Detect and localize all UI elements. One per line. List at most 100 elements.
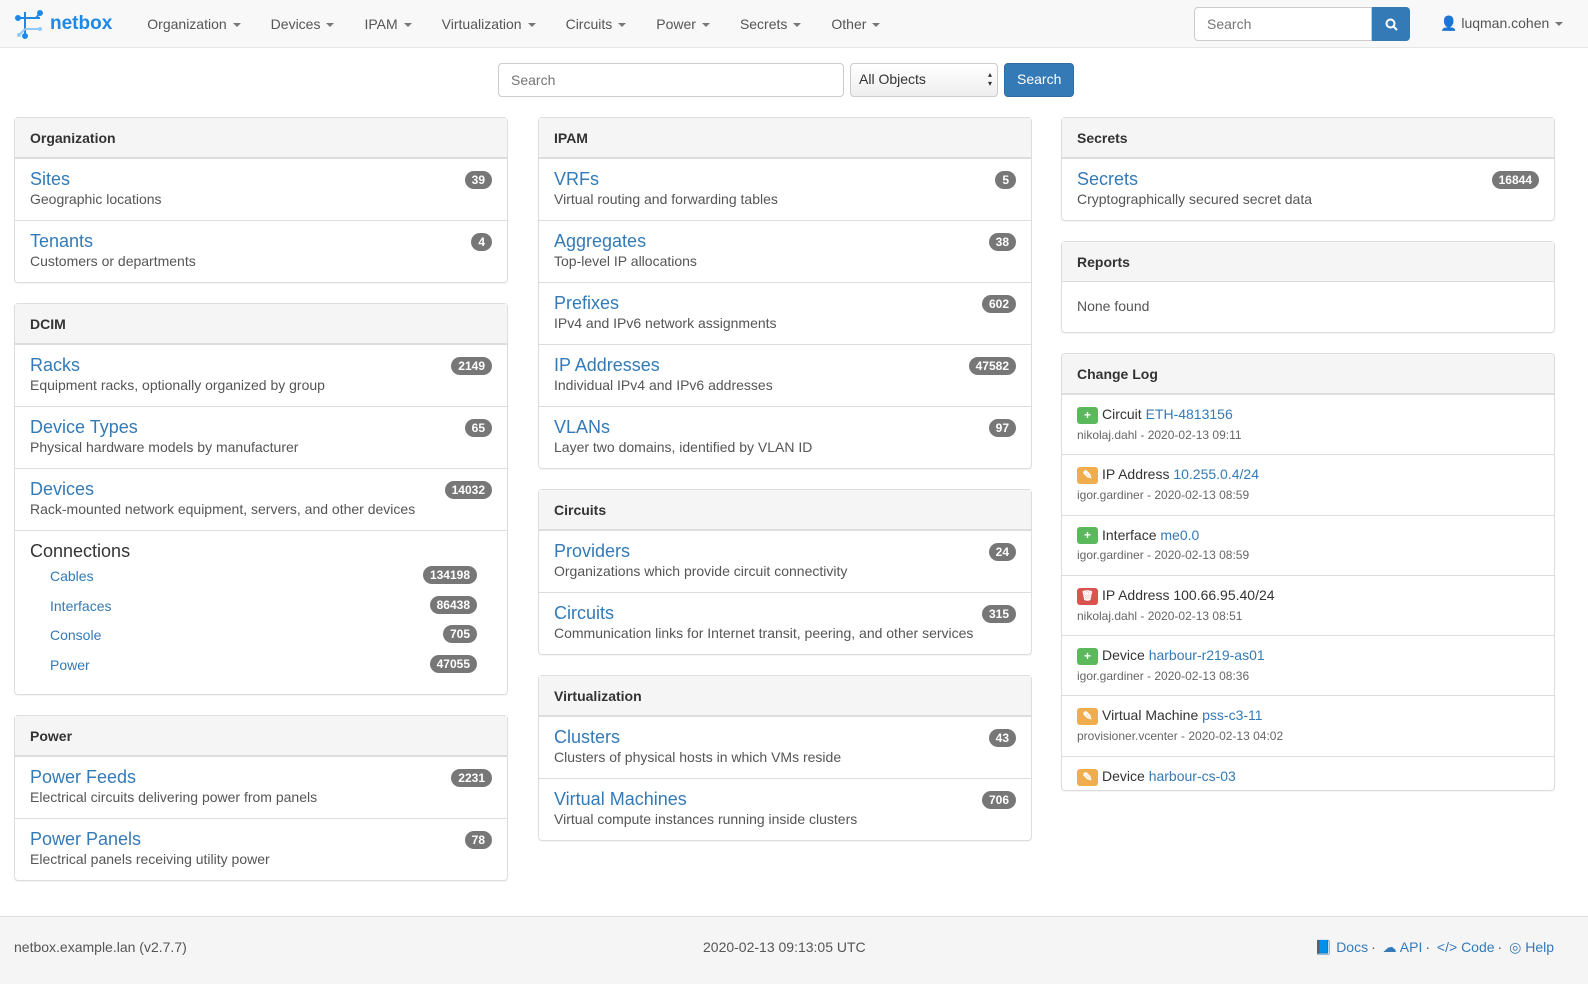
object-name[interactable]: ETH-4813156: [1145, 406, 1233, 422]
delete-icon: 🗑: [1077, 587, 1098, 605]
list-item-circuits: Circuits Communication links for Internet…: [539, 592, 1031, 654]
changelog-entry: + Device harbour-r219-as01 igor.gardiner -…: [1062, 635, 1554, 695]
list-item-providers: Providers Organizations which provide cir…: [539, 530, 1031, 592]
count-badge: 706: [981, 791, 1016, 809]
object-type-select[interactable]: All Objects: [850, 63, 998, 97]
connection-item-interfaces: Interfaces 86438: [30, 595, 492, 626]
item-link[interactable]: Device Types: [30, 417, 138, 437]
count-badge: 315: [981, 605, 1016, 623]
object-name[interactable]: harbour-r219-as01: [1148, 647, 1265, 664]
count-badge: 2149: [451, 357, 492, 375]
menu-devices[interactable]: Devices: [256, 16, 350, 32]
connection-item-cables: Cables 134198: [30, 566, 492, 596]
menu-ipam[interactable]: IPAM: [349, 16, 426, 32]
changelog-title: 🗑 IP Address 100.66.95.40/24: [1077, 587, 1539, 605]
footer-links: 📘 Docs · ☁ API · </> Code · ◎ Help: [1314, 939, 1554, 955]
changelog-meta: igor.gardiner - 2020-02-13 08:36: [1077, 668, 1250, 683]
item-description: Electrical circuits delivering power fro…: [30, 789, 318, 805]
update-icon: ✎: [1077, 467, 1098, 485]
menu-circuits[interactable]: Circuits: [551, 16, 642, 32]
footer-docs-link[interactable]: 📘 Docs: [1314, 939, 1369, 955]
nav-search-input[interactable]: [1194, 7, 1372, 41]
item-link[interactable]: Clusters: [554, 727, 621, 747]
panel-heading: Circuits: [539, 490, 1031, 530]
item-link[interactable]: Virtual Machines: [554, 789, 687, 809]
menu-organization[interactable]: Organization: [132, 16, 255, 32]
count-badge: 43: [988, 729, 1016, 747]
footer-help-link[interactable]: ◎ Help: [1509, 939, 1554, 955]
item-link[interactable]: Sites: [30, 169, 71, 189]
changelog-meta: provisioner.vcenter - 2020-02-13 04:02: [1077, 729, 1284, 744]
item-link[interactable]: VLANs: [554, 417, 611, 437]
item-link[interactable]: Prefixes: [554, 293, 620, 313]
list-item-ip-addresses: IP Addresses Individual IPv4 and IPv6 add…: [539, 344, 1031, 406]
update-icon: ✎: [1077, 708, 1098, 726]
item-description: Organizations which provide circuit conn…: [554, 563, 848, 579]
object-type: Device: [1102, 767, 1145, 784]
list-item-devices: Devices Rack-mounted network equipment, s…: [15, 468, 507, 530]
item-link[interactable]: Providers: [554, 541, 631, 561]
brand-logo[interactable]: netbox: [14, 9, 112, 39]
panel-secrets: Secrets Secrets Cryptographically secured …: [1061, 117, 1555, 221]
footer-api-link[interactable]: ☁ API: [1382, 939, 1423, 955]
panel-heading: Power: [15, 716, 507, 756]
menu-power[interactable]: Power: [641, 16, 725, 32]
panel-power: Power Power Feeds Electrical circuits deli…: [14, 715, 508, 881]
connection-item-power: Power 47055: [30, 654, 492, 685]
menu-virtualization[interactable]: Virtualization: [427, 16, 551, 32]
count-badge: 705: [442, 625, 477, 643]
item-link[interactable]: VRFs: [554, 169, 599, 189]
search-button[interactable]: Search: [1004, 63, 1075, 97]
column-middle: IPAM VRFs Virtual routing and forwarding t…: [538, 117, 1032, 861]
menu-label: Power: [656, 15, 696, 32]
connection-link[interactable]: Power: [50, 656, 90, 673]
item-link[interactable]: Racks: [30, 355, 81, 375]
item-link[interactable]: Tenants: [30, 231, 94, 251]
menu-secrets[interactable]: Secrets: [725, 16, 816, 32]
panel-heading: Change Log: [1062, 354, 1554, 394]
item-link[interactable]: Power Panels: [30, 829, 142, 849]
object-name[interactable]: harbour-cs-03: [1148, 767, 1236, 784]
panel-dcim: DCIM Racks Equipment racks, optionally org…: [14, 303, 508, 695]
item-link[interactable]: IP Addresses: [554, 355, 660, 375]
caret-down-icon: [527, 22, 536, 27]
count-badge: 134198: [422, 566, 477, 584]
object-type: IP Address: [1102, 586, 1170, 603]
item-link[interactable]: Aggregates: [554, 231, 647, 251]
object-name[interactable]: me0.0: [1160, 526, 1200, 543]
caret-down-icon: [326, 22, 335, 27]
item-description: Customers or departments: [30, 253, 196, 269]
item-link[interactable]: Secrets: [1077, 169, 1139, 189]
menu-label: Other: [831, 15, 867, 32]
panel-heading: Reports: [1062, 242, 1554, 282]
footer: netbox.example.lan (v2.7.7) 2020-02-13 0…: [0, 916, 1588, 984]
connection-link[interactable]: Cables: [50, 568, 94, 584]
column-right: Secrets Secrets Cryptographically secured …: [1061, 117, 1555, 811]
panel-ipam: IPAM VRFs Virtual routing and forwarding t…: [538, 117, 1032, 469]
item-description: Layer two domains, identified by VLAN ID: [554, 439, 813, 455]
nav-search-button[interactable]: [1372, 7, 1410, 41]
count-badge: 38: [988, 233, 1016, 251]
panel-heading: IPAM: [539, 118, 1031, 158]
user-menu[interactable]: 👤 luqman.cohen: [1440, 15, 1564, 32]
item-description: Top-level IP allocations: [554, 253, 697, 269]
item-link[interactable]: Power Feeds: [30, 767, 137, 787]
item-description: Physical hardware models by manufacturer: [30, 439, 299, 455]
object-name[interactable]: pss-c3-11: [1202, 707, 1263, 724]
search-icon: [1385, 18, 1398, 31]
search-input[interactable]: [498, 63, 844, 97]
list-item-power-panels: Power Panels Electrical panels receiving …: [15, 818, 507, 880]
list-item-sites: Sites Geographic locations 39: [15, 158, 507, 220]
create-icon: +: [1077, 406, 1098, 424]
connection-link[interactable]: Interfaces: [50, 597, 112, 614]
object-name[interactable]: 10.255.0.4/24: [1173, 466, 1259, 483]
caret-down-icon: [618, 22, 627, 27]
menu-other[interactable]: Other: [816, 16, 895, 32]
column-left: Organization Sites Geographic locations 39 T…: [14, 117, 508, 901]
item-link[interactable]: Circuits: [554, 603, 615, 623]
item-link[interactable]: Devices: [30, 479, 95, 499]
connection-link[interactable]: Console: [50, 627, 102, 643]
list-item-vlans: VLANs Layer two domains, identified by VL…: [539, 406, 1031, 468]
footer-code-link[interactable]: </> Code: [1436, 939, 1495, 955]
item-description: Individual IPv4 and IPv6 addresses: [554, 377, 773, 393]
